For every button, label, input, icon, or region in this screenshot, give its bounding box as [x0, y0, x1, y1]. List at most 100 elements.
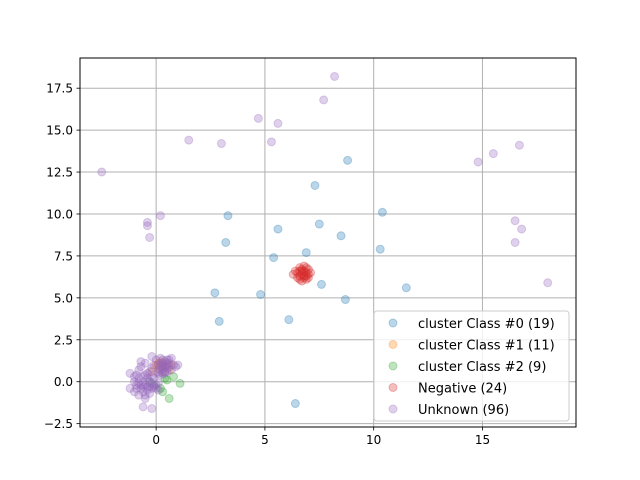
- data-point: [145, 382, 155, 392]
- data-point: [303, 269, 313, 279]
- data-point: [223, 211, 233, 221]
- data-point: [175, 378, 185, 388]
- data-point: [145, 388, 155, 398]
- data-point: [129, 372, 139, 382]
- data-point: [216, 139, 226, 149]
- data-point: [273, 118, 283, 128]
- data-point: [293, 273, 303, 283]
- data-point: [151, 383, 161, 393]
- data-point: [319, 95, 329, 105]
- data-point: [301, 274, 311, 284]
- data-point: [147, 352, 157, 362]
- data-point: [301, 263, 311, 273]
- data-point: [171, 362, 181, 372]
- data-point: [155, 353, 165, 363]
- data-point: [299, 271, 309, 281]
- data-point: [221, 238, 231, 247]
- data-point: [158, 363, 168, 373]
- legend-box: [373, 310, 570, 422]
- data-point: [266, 137, 276, 147]
- data-point: [158, 387, 168, 397]
- data-point: [297, 269, 307, 279]
- data-point: [488, 149, 498, 159]
- data-point: [134, 390, 144, 400]
- data-point: [162, 363, 172, 373]
- data-point: [153, 368, 163, 378]
- data-point: [138, 387, 148, 397]
- data-point: [132, 370, 142, 380]
- legend-label: cluster Class #0 (19): [418, 317, 555, 332]
- data-point: [149, 380, 159, 390]
- data-point: [336, 231, 346, 241]
- data-point: [303, 264, 313, 274]
- data-point: [169, 372, 179, 382]
- data-point: [375, 244, 385, 254]
- data-point: [510, 238, 520, 247]
- data-point: [145, 232, 155, 242]
- y-tick-label: 2.5: [54, 333, 73, 347]
- data-point: [169, 360, 179, 370]
- data-point: [142, 368, 152, 378]
- series-0-points: [210, 155, 411, 409]
- data-point: [164, 355, 174, 365]
- data-point: [140, 390, 150, 400]
- legend-marker: [388, 383, 398, 392]
- data-point: [299, 273, 309, 283]
- data-point: [151, 360, 161, 370]
- data-point: [142, 221, 152, 231]
- data-point: [147, 363, 157, 373]
- data-point: [297, 266, 307, 276]
- data-point: [158, 360, 168, 370]
- data-point: [158, 368, 168, 378]
- data-point: [160, 367, 170, 377]
- data-point: [155, 370, 165, 380]
- data-point: [140, 393, 150, 403]
- data-point: [160, 368, 170, 378]
- data-point: [299, 266, 309, 276]
- series-4-points: [97, 71, 553, 414]
- data-point: [153, 367, 163, 377]
- data-point: [125, 368, 135, 378]
- data-point: [290, 399, 300, 409]
- data-point: [129, 387, 139, 397]
- y-axis-ticks: −2.5 0.0 2.5 5.0 7.5 10.0 12.5 15.0 17.5: [44, 82, 80, 431]
- data-point: [160, 362, 170, 372]
- y-tick-label: 10.0: [46, 207, 73, 221]
- data-point: [153, 360, 163, 370]
- data-point: [134, 373, 144, 383]
- y-tick-label: −2.5: [44, 417, 73, 431]
- data-point: [162, 358, 172, 368]
- data-point: [214, 316, 224, 326]
- data-point: [136, 383, 146, 393]
- data-point: [153, 385, 163, 395]
- y-tick-label: 15.0: [46, 124, 73, 138]
- data-point: [149, 360, 159, 370]
- data-point: [340, 295, 350, 305]
- data-point: [158, 367, 168, 377]
- data-point: [288, 269, 298, 279]
- data-point: [210, 288, 220, 298]
- legend-marker: [388, 361, 398, 371]
- data-point: [136, 357, 146, 367]
- data-point: [138, 377, 148, 387]
- data-point: [149, 373, 159, 383]
- data-point: [155, 357, 165, 367]
- data-point: [155, 362, 165, 372]
- data-point: [145, 377, 155, 387]
- data-point: [158, 355, 168, 365]
- data-point: [155, 358, 165, 368]
- data-point: [310, 180, 320, 190]
- data-point: [155, 383, 165, 393]
- data-point: [142, 217, 152, 227]
- data-point: [162, 375, 172, 385]
- data-point: [132, 383, 142, 393]
- data-point: [160, 362, 170, 372]
- data-point: [155, 211, 165, 221]
- data-point: [160, 357, 170, 367]
- y-tick-label: 7.5: [54, 249, 73, 263]
- data-point: [316, 279, 326, 289]
- data-point: [301, 248, 311, 258]
- data-point: [284, 315, 294, 325]
- series-1-points: [147, 357, 176, 377]
- x-tick-label: 5: [261, 433, 269, 447]
